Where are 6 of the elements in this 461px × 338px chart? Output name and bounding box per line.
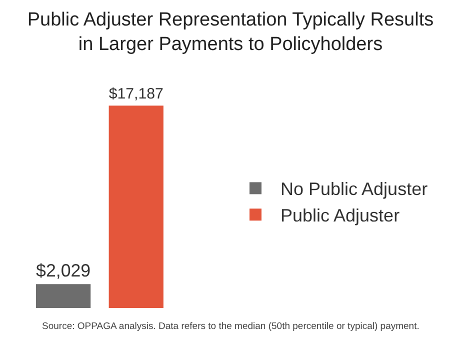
legend-label: Public Adjuster [280, 206, 400, 226]
text: Public Adjuster Representation Typically Results in Larger Payments to Policyholders [27, 9, 434, 56]
legend-label: No Public Adjuster [280, 179, 428, 200]
source-note: Source: OPPAGA analysis. Data refers to the median (50th percentile or typical) payment. [42, 321, 420, 332]
data-label: $2,029 [36, 260, 91, 280]
data-label: $17,187 [108, 86, 164, 103]
